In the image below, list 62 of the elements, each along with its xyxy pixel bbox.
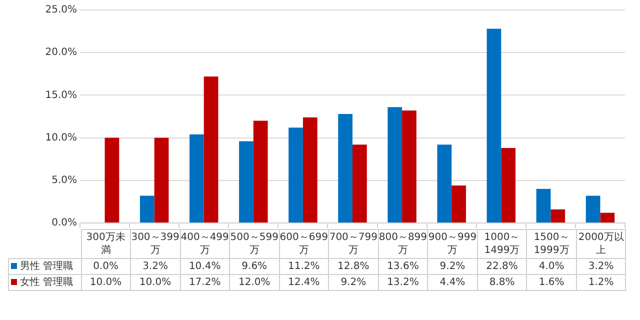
bar [352,144,367,222]
bar [388,107,402,222]
data-label: 17.2% [180,274,230,290]
bar [402,110,416,222]
data-label: 4.4% [428,274,478,290]
data-label: 8.8% [477,274,527,290]
data-label: 9.2% [328,274,378,290]
bar [501,148,516,222]
x-tick-label: 500～599万 [230,230,280,258]
x-tick-label: 900～999万 [428,230,478,258]
bar [154,138,169,222]
x-tick-label: 300～399万 [130,230,180,258]
x-tick-label: 400～499万 [180,230,230,258]
data-label: 4.0% [526,258,576,274]
data-label: 12.0% [230,274,280,290]
data-label: 9.2% [428,258,478,274]
bar [536,188,551,222]
data-label: 10.0% [130,274,180,290]
x-tick-label: 2000万以上 [576,230,626,258]
y-tick-label: 15.0% [45,90,77,101]
bar [452,186,466,222]
bar [550,209,566,222]
bar [140,196,154,222]
data-label: 12.8% [328,258,378,274]
data-label: 1.6% [526,274,576,290]
bar [189,134,204,222]
data-label: 3.2% [576,258,626,274]
data-label: 10.0% [81,274,131,290]
legend-label: 女性 管理職 [8,274,81,290]
x-tick-label: 800～899万 [378,230,428,258]
x-tick-label: 1500～1999万 [526,230,576,258]
x-tick-label: 700～799万 [328,230,378,258]
data-label: 12.4% [279,274,329,290]
data-label: 13.6% [378,258,428,274]
bar [486,28,502,222]
data-label: 13.2% [378,274,428,290]
bar [104,138,120,222]
data-label: 3.2% [130,258,180,274]
bar [600,212,615,222]
bar [204,76,218,222]
bar [586,196,600,222]
y-tick-label: 0.0% [52,218,77,229]
bar [302,117,318,222]
y-tick-label: 25.0% [45,4,77,16]
data-label: 11.2% [279,258,329,274]
bar [239,141,254,222]
y-tick-label: 20.0% [45,47,77,58]
x-tick-label: 300万未満 [81,230,131,258]
y-tick-label: 5.0% [52,174,77,186]
x-tick-label: 600～699万 [279,230,329,258]
bar [338,114,352,222]
bar [437,144,452,222]
bar [253,120,268,222]
legend-label: 男性 管理職 [8,258,81,274]
data-label: 0.0% [81,258,131,274]
data-label: 1.2% [576,274,626,290]
data-label: 9.6% [230,258,280,274]
x-tick-label: 1000～1499万 [477,230,527,258]
data-label: 10.4% [180,258,230,274]
data-label: 22.8% [477,258,527,274]
bar [288,128,303,222]
y-tick-label: 10.0% [45,132,77,144]
